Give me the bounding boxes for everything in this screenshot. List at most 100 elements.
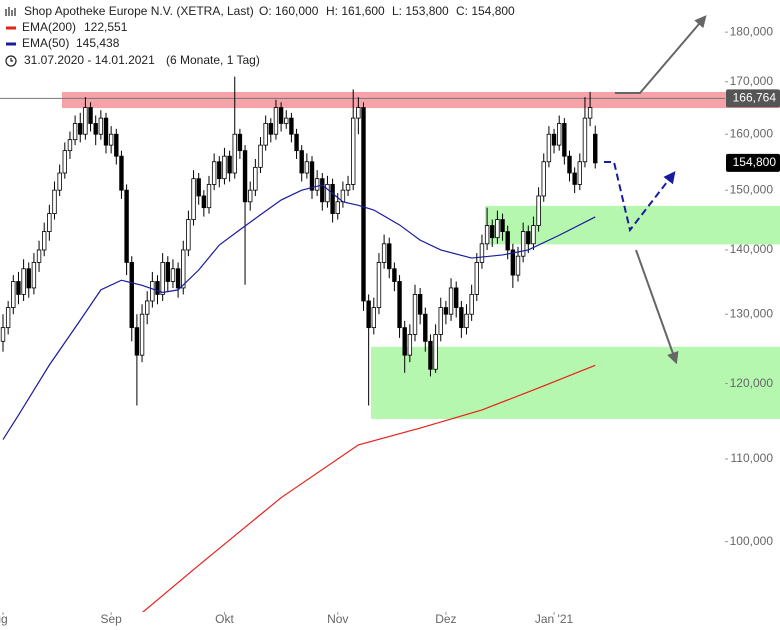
candle-body <box>495 219 500 239</box>
candle-body <box>253 166 258 191</box>
candle-body <box>170 268 176 282</box>
candle-body <box>459 307 464 329</box>
candle-body <box>206 184 212 209</box>
candle-body <box>412 294 418 335</box>
x-tick-label: Okt <box>215 612 234 626</box>
candle-body <box>273 107 279 135</box>
candle-body <box>175 268 181 289</box>
candle-body <box>160 262 165 295</box>
zones <box>62 91 780 419</box>
candle-body <box>546 133 552 163</box>
candle-body <box>314 178 320 191</box>
candle-body <box>433 334 438 370</box>
candle-body <box>526 231 531 245</box>
candle-body <box>345 184 351 191</box>
candle-body <box>247 189 253 203</box>
candle-body <box>201 195 207 209</box>
candle-body <box>232 133 237 174</box>
candle-body <box>520 231 526 257</box>
candle-body <box>11 281 16 308</box>
candle-body <box>211 161 217 185</box>
candle-body <box>464 313 469 329</box>
candle-body <box>582 117 588 163</box>
candle-body <box>335 201 340 214</box>
legend-bg <box>0 0 600 70</box>
candle-body <box>593 133 598 164</box>
candle-body <box>67 139 73 152</box>
ohlc-low: L: 153,800 <box>392 4 449 18</box>
candle-body <box>181 249 186 289</box>
candle-body <box>165 262 170 282</box>
arrows <box>604 15 707 365</box>
axes: 100,000 110,000 120,000 130,000 140,000 150,0… <box>0 24 780 626</box>
zone <box>371 346 780 419</box>
candle-body <box>155 281 160 295</box>
date-range: 31.07.2020 - 14.01.2021 <box>24 53 155 67</box>
candle-body <box>83 107 88 135</box>
ema-line <box>2 184 596 440</box>
candle-body <box>510 249 516 276</box>
candle-body <box>371 307 376 329</box>
candle-body <box>366 300 371 329</box>
candle-body <box>222 155 227 180</box>
arrow-dashed <box>604 161 676 233</box>
title: Shop Apotheke Europe N.V. (XETRA, Last) <box>24 4 254 18</box>
ohlc-open: O: 160,000 <box>259 4 319 18</box>
y-tick-label: 130,000 <box>730 306 774 320</box>
y-tick-label: 120,000 <box>730 376 774 390</box>
candle-body <box>577 161 582 185</box>
candle-body <box>309 161 315 191</box>
candle-body <box>541 161 546 197</box>
y-tick-label: 140,000 <box>730 242 774 256</box>
y-tick-label: 100,000 <box>730 534 774 548</box>
candle-body <box>72 123 78 141</box>
candle-body <box>242 150 248 203</box>
candle-body <box>36 249 42 263</box>
candle-body <box>150 281 155 302</box>
candle-body <box>515 255 521 276</box>
candle-body <box>237 133 243 152</box>
candle-body <box>536 195 541 226</box>
candle-body <box>5 307 11 329</box>
candle-body <box>144 300 150 315</box>
candle-body <box>320 178 325 203</box>
candle-body <box>376 262 382 308</box>
candle-body <box>0 327 6 342</box>
candle-body <box>428 340 433 370</box>
candle-body <box>289 117 294 135</box>
candle-body <box>139 313 145 356</box>
candle-body <box>26 268 31 289</box>
candle-body <box>299 150 304 174</box>
candle-body <box>551 133 557 146</box>
x-tick-label: Nov <box>327 612 348 626</box>
candle-body <box>387 243 392 270</box>
ema-line <box>142 364 596 612</box>
candle-icon <box>5 7 16 16</box>
arrow-up <box>615 15 707 94</box>
candle-body <box>448 287 454 315</box>
candle-body <box>474 262 479 295</box>
candle-body <box>119 155 124 191</box>
y-tick-label: 180,000 <box>730 24 774 38</box>
clock-icon <box>5 55 17 67</box>
candle-body <box>186 219 191 251</box>
candle-body <box>350 117 356 185</box>
candle-body <box>361 107 366 302</box>
plot <box>0 76 725 612</box>
candle-body <box>304 161 310 174</box>
candle-body <box>567 155 572 174</box>
candle-body <box>572 172 577 185</box>
ohlc-close: C: 154,800 <box>456 4 515 18</box>
candle-body <box>294 133 299 152</box>
candle-body <box>278 107 284 124</box>
candle-body <box>217 161 222 180</box>
clock-hand <box>10 58 13 62</box>
y-tick-label: 170,000 <box>730 74 774 88</box>
period: (6 Monate, 1 Tag) <box>166 53 260 67</box>
candle-body <box>505 231 510 251</box>
legend-name: EMA(50) <box>22 36 69 50</box>
candle-body <box>258 144 263 168</box>
candle-body <box>557 123 562 146</box>
ohlc-high: H: 161,600 <box>326 4 385 18</box>
